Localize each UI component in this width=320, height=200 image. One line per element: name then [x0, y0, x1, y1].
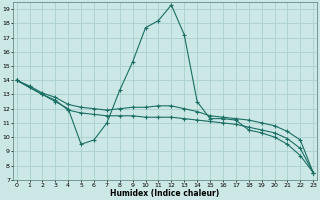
X-axis label: Humidex (Indice chaleur): Humidex (Indice chaleur) — [110, 189, 220, 198]
